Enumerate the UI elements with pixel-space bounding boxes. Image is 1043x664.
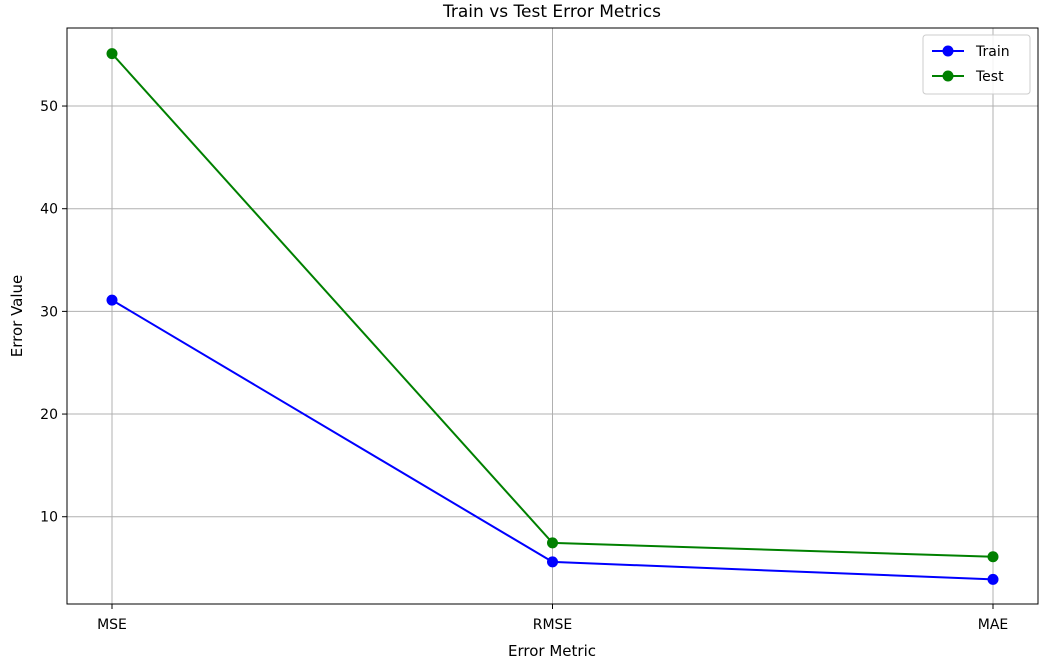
chart-legend: Train Test [922, 34, 1031, 95]
x-axis-label: Error Metric [508, 642, 596, 660]
point-test-mae [987, 551, 999, 563]
y-tick-label-20: 20 [40, 407, 58, 423]
data-series [106, 48, 999, 585]
series-train [106, 294, 999, 585]
x-tick-label-mse: MSE [97, 617, 127, 633]
x-tick-label-rmse: RMSE [533, 617, 573, 633]
legend-item-test: Test [932, 69, 1004, 85]
y-tick-label-10: 10 [40, 510, 58, 526]
chart-title: Train vs Test Error Metrics [442, 2, 661, 22]
point-train-mae [987, 573, 999, 585]
point-train-rmse [547, 556, 558, 568]
legend-swatch-marker-test [942, 70, 954, 82]
y-tick-label-30: 30 [40, 304, 58, 320]
point-test-mse [106, 48, 118, 60]
legend-label-test: Test [975, 69, 1004, 85]
legend-items: Train Test [932, 44, 1010, 85]
legend-label-train: Train [975, 44, 1010, 60]
y-tick-label-40: 40 [40, 202, 58, 218]
axis-ticks: MSE RMSE MAE 10 20 30 40 50 [40, 99, 1008, 633]
point-test-rmse [547, 537, 558, 549]
y-tick-label-50: 50 [40, 99, 58, 115]
point-train-mse [106, 294, 118, 306]
legend-item-train: Train [932, 44, 1010, 60]
legend-swatch-marker-train [942, 45, 954, 57]
grid-lines [67, 28, 1038, 604]
y-axis-label: Error Value [8, 275, 26, 358]
x-tick-label-mae: MAE [978, 617, 1009, 633]
series-test [106, 48, 999, 563]
